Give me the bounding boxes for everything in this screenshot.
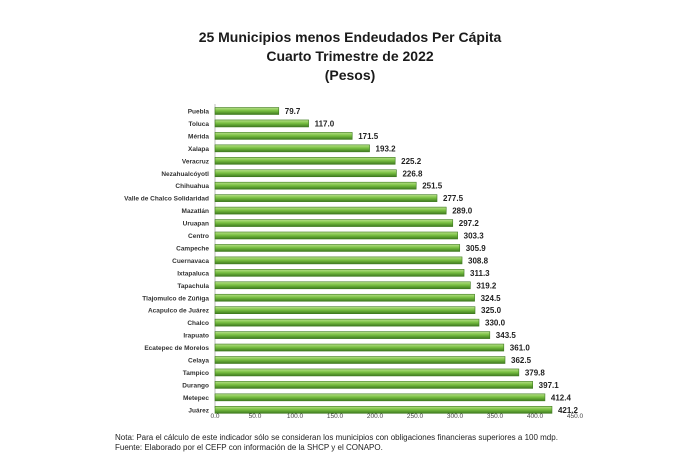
category-label: Durango [182, 382, 209, 389]
data-label: 397.1 [539, 381, 560, 390]
category-label: Nezahualcóyotl [161, 171, 209, 178]
bar [214, 181, 417, 190]
category-label: Uruapan [183, 221, 209, 228]
data-label: 379.8 [525, 368, 546, 377]
category-label: Mazatlán [182, 208, 209, 215]
data-label: 251.5 [422, 182, 443, 191]
data-label: 79.7 [285, 107, 301, 116]
bar [214, 132, 353, 140]
data-label: 297.2 [459, 219, 480, 228]
bar [214, 169, 397, 178]
bar [214, 343, 505, 352]
category-label: Tapachula [177, 283, 209, 290]
bar [214, 144, 370, 153]
category-label: Cuernavaca [172, 258, 209, 265]
data-label: 171.5 [358, 132, 379, 141]
bar [214, 356, 506, 364]
data-label: 117.0 [315, 119, 335, 128]
category-label: Campeche [176, 245, 209, 252]
x-tick-label: 200.0 [367, 413, 384, 420]
x-tick-label: 0.0 [210, 413, 219, 420]
category-label: Tlajomulco de Zúñiga [142, 295, 209, 302]
x-tick-label: 300.0 [447, 413, 464, 420]
bar [214, 293, 475, 302]
category-label: Mérida [188, 133, 209, 140]
x-tick-label: 100.0 [287, 413, 304, 420]
data-label: 311.3 [470, 269, 490, 278]
data-label: 225.2 [401, 157, 422, 166]
x-tick-label: 50.0 [249, 413, 262, 420]
chart-unit-label: (Pesos) [324, 67, 376, 83]
bar-chart: Puebla 79.7 Toluca 117.0 Mérida 171.5 Xalapa 19… [124, 104, 584, 420]
chart-subtitle: Cuarto Trimestre de 2022 [266, 48, 434, 64]
x-tick-label: 400.0 [527, 413, 544, 420]
data-label: 308.8 [468, 256, 489, 265]
data-label: 325.0 [481, 306, 502, 315]
data-label: 343.5 [496, 331, 517, 340]
bar [214, 157, 396, 165]
data-label: 193.2 [376, 144, 397, 153]
bar [214, 194, 438, 202]
category-label: Valle de Chalco Solidaridad [124, 196, 209, 203]
bar [214, 405, 553, 414]
data-label: 277.5 [443, 194, 464, 203]
category-label: Irapuato [183, 333, 209, 340]
bar [214, 318, 480, 327]
bar [214, 281, 471, 290]
chart-notes: Nota: Para el cálculo de este indicador … [115, 433, 675, 453]
bar [214, 206, 447, 215]
category-label: Celaya [188, 358, 209, 365]
source-text: Fuente: Elaborado por el CEFP con inform… [115, 443, 383, 452]
category-label: Tampico [183, 370, 209, 377]
bar [214, 219, 454, 227]
category-label: Xalapa [188, 146, 209, 153]
data-label: 305.9 [466, 244, 487, 253]
data-label: 226.8 [402, 169, 423, 178]
data-label: 319.2 [476, 281, 497, 290]
bar [214, 269, 465, 277]
bar [214, 256, 463, 265]
bar [214, 393, 546, 402]
data-label: 362.5 [511, 356, 532, 365]
data-label: 361.0 [510, 344, 531, 353]
bar [214, 231, 458, 240]
category-label: Puebla [188, 109, 210, 116]
data-label: 289.0 [452, 207, 473, 216]
category-label: Chalco [187, 320, 209, 327]
chart-title-block: 25 Municipios menos Endeudados Per Cápit… [0, 28, 700, 85]
x-tick-label: 250.0 [407, 413, 424, 420]
data-label: 324.5 [481, 294, 502, 303]
x-tick-label: 450.0 [567, 413, 584, 420]
data-label: 421.2 [558, 406, 579, 415]
bar [214, 244, 461, 252]
bar [214, 331, 491, 339]
category-label: Veracruz [182, 158, 210, 165]
data-label: 412.4 [551, 393, 572, 402]
category-label: Ecatepec de Morelos [144, 345, 209, 352]
bar [214, 107, 280, 115]
data-label: 330.0 [485, 319, 506, 328]
data-label: 303.3 [464, 232, 485, 241]
category-label: Acapulco de Juárez [148, 308, 210, 315]
category-label: Chihuahua [175, 183, 209, 190]
bar [214, 381, 533, 389]
note-text: Nota: Para el cálculo de este indicador … [115, 433, 558, 442]
category-label: Toluca [189, 121, 210, 128]
category-label: Centro [188, 233, 209, 240]
category-label: Metepec [183, 395, 209, 402]
bar [214, 368, 520, 377]
category-label: Juárez [188, 407, 209, 414]
x-tick-label: 150.0 [327, 413, 344, 420]
bar [214, 119, 309, 128]
plot-area: Puebla 79.7 Toluca 117.0 Mérida 171.5 Xalapa 19… [124, 104, 584, 420]
chart-title: 25 Municipios menos Endeudados Per Cápit… [198, 29, 502, 45]
x-tick-label: 350.0 [487, 413, 504, 420]
category-label: Ixtapaluca [177, 270, 209, 277]
bar [214, 306, 476, 315]
